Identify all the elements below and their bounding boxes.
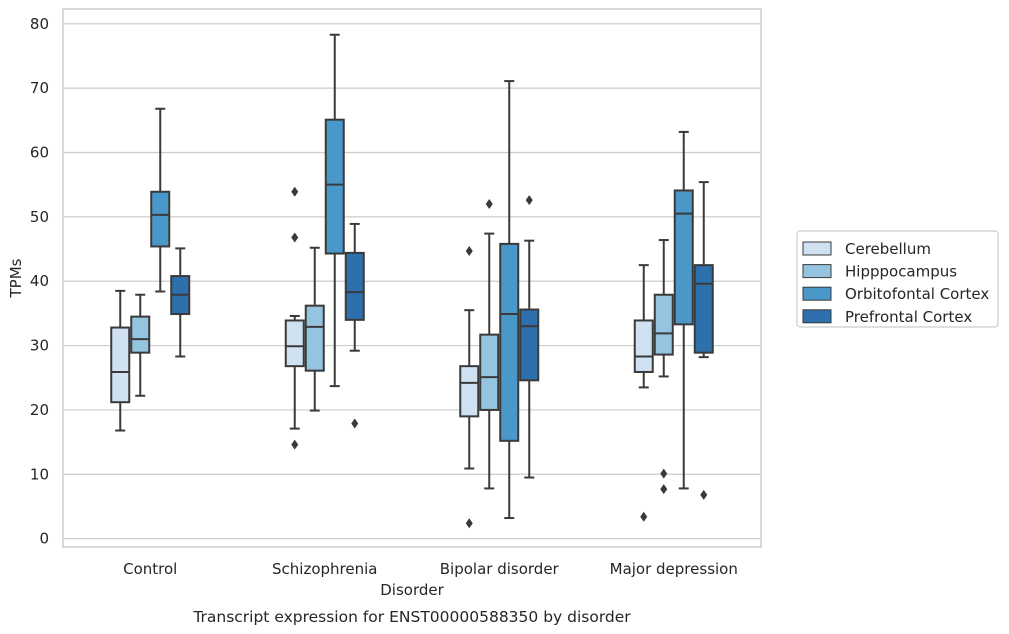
x-tick-label: Major depression <box>610 560 738 578</box>
y-tick-label: 80 <box>30 15 49 33</box>
box-orbitofontal-cortex <box>324 33 345 388</box>
y-axis-label: TPMs <box>7 258 25 298</box>
y-tick-label: 50 <box>30 208 49 226</box>
box-cerebellum <box>284 186 305 450</box>
box-hipppocampus <box>653 239 674 495</box>
x-tick-label: Bipolar disorder <box>440 560 560 578</box>
legend-frame <box>796 230 999 328</box>
legend: Cerebellum Hipppocampus Orbitofontal Corte… <box>796 230 999 328</box>
box-cerebellum <box>459 245 480 529</box>
outlier-point <box>525 195 533 206</box>
box-hipppocampus <box>479 198 500 490</box>
outlier-point <box>351 418 359 429</box>
box <box>653 293 674 356</box>
legend-swatch <box>802 309 832 324</box>
legend-swatch <box>802 241 832 256</box>
outlier-point <box>291 232 299 243</box>
box <box>459 365 480 418</box>
box <box>693 264 714 354</box>
x-axis-label: Disorder <box>380 581 444 599</box>
outlier-point <box>291 439 299 450</box>
box <box>633 319 654 373</box>
box-prefrontal-cortex <box>519 195 540 479</box>
box-orbitofontal-cortex <box>673 130 694 490</box>
box <box>284 319 305 368</box>
box-hipppocampus <box>304 246 325 412</box>
box <box>324 118 345 255</box>
y-tick-label: 40 <box>30 272 49 290</box>
box-hipppocampus <box>130 293 151 397</box>
box-prefrontal-cortex <box>344 222 365 429</box>
box-series <box>110 33 714 529</box>
box-cerebellum <box>110 289 131 432</box>
outlier-point <box>660 468 668 479</box>
y-tick-labels: 0 10 20 30 40 50 60 70 80 <box>30 15 49 548</box>
outlier-point <box>465 245 473 256</box>
outlier-point <box>465 518 473 529</box>
outlier-point <box>700 489 708 500</box>
y-tick-label: 70 <box>30 79 49 97</box>
x-tick-label: Schizophrenia <box>272 560 377 578</box>
plot-area <box>63 9 761 547</box>
legend-label: Hipppocampus <box>845 263 957 281</box>
outlier-point <box>485 198 493 209</box>
outlier-point <box>640 511 648 522</box>
y-tick-label: 60 <box>30 144 49 162</box>
box <box>344 251 365 321</box>
plot-frame <box>62 8 762 548</box>
box-orbitofontal-cortex <box>150 107 171 293</box>
box-cerebellum <box>633 264 654 522</box>
box-prefrontal-cortex <box>170 247 191 358</box>
legend-swatch <box>802 264 832 279</box>
box <box>150 190 171 248</box>
chart-caption: Transcript expression for ENST0000058835… <box>192 608 631 626</box>
box-prefrontal-cortex <box>693 181 714 500</box>
box <box>130 315 151 354</box>
box <box>499 242 520 442</box>
box <box>304 304 325 372</box>
x-tick-labels: Control Schizophrenia Bipolar disorder Majo… <box>123 560 738 578</box>
legend-label: Cerebellum <box>845 240 931 258</box>
legend-label: Prefrontal Cortex <box>845 308 972 326</box>
box <box>673 189 694 326</box>
y-tick-label: 0 <box>39 530 49 548</box>
box <box>519 308 540 382</box>
outlier-point <box>660 484 668 495</box>
outlier-point <box>291 186 299 197</box>
y-tick-label: 10 <box>30 465 49 483</box>
x-tick-label: Control <box>123 560 177 578</box>
legend-label: Orbitofontal Cortex <box>845 285 989 303</box>
y-tick-label: 20 <box>30 401 49 419</box>
box <box>479 333 500 411</box>
legend-swatch <box>802 286 832 301</box>
box-orbitofontal-cortex <box>499 80 520 520</box>
box <box>110 326 131 404</box>
y-tick-label: 30 <box>30 337 49 355</box>
